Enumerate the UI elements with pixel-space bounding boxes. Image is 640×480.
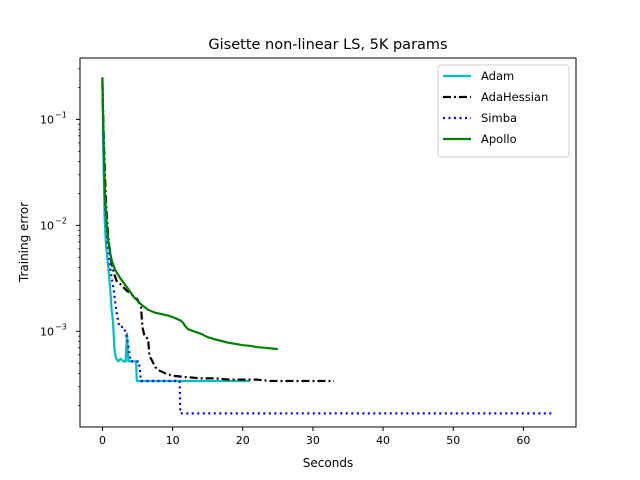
- y-tick-label: 10: [40, 113, 54, 126]
- legend-box: [437, 64, 570, 158]
- x-tick-label: 0: [99, 434, 106, 447]
- y-axis-label: Training error: [17, 202, 31, 283]
- x-tick-label: 60: [516, 434, 530, 447]
- legend-label-simba: Simba: [481, 111, 517, 125]
- legend-label-apollo: Apollo: [481, 132, 517, 146]
- x-tick-label: 30: [306, 434, 320, 447]
- series-line-apollo: [101, 77, 278, 351]
- x-tick-label: 20: [236, 434, 250, 447]
- y-tick-exponent: −1: [55, 110, 67, 119]
- chart-title: Gisette non-linear LS, 5K params: [208, 37, 447, 53]
- legend-label-adam: Adam: [481, 69, 514, 83]
- x-tick-label: 50: [446, 434, 460, 447]
- series-line-adam: [101, 77, 250, 383]
- series-layer: [101, 77, 553, 415]
- y-tick-exponent: −3: [55, 322, 67, 331]
- series-line-adahessian: [101, 83, 334, 383]
- y-tick-label: 10: [40, 325, 54, 338]
- legend: Adam AdaHessian Simba Apollo: [437, 64, 570, 158]
- x-axis-label: Seconds: [303, 456, 353, 470]
- y-tick-label: 10: [40, 219, 54, 232]
- plot-frame: [79, 57, 577, 428]
- series-line-simba: [101, 87, 553, 415]
- legend-label-adahessian: AdaHessian: [481, 90, 548, 104]
- x-tick-label: 10: [166, 434, 180, 447]
- x-tick-label: 40: [376, 434, 390, 447]
- y-tick-exponent: −2: [55, 216, 67, 225]
